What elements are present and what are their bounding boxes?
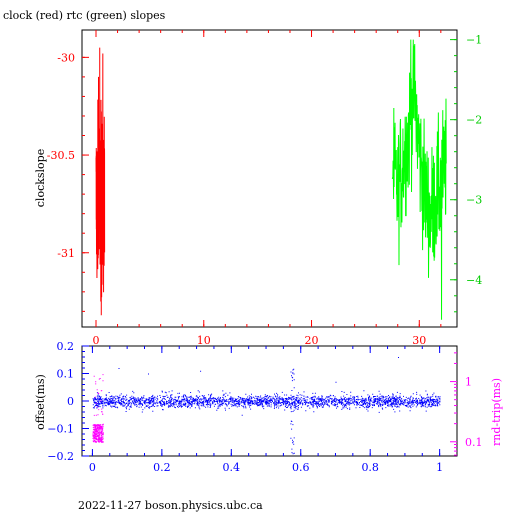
right-tick-label: 1: [465, 376, 472, 389]
footer-text: 2022-11-27 boson.physics.ubc.ca: [78, 499, 263, 512]
x-tick-label: 10: [197, 334, 211, 347]
rtc-slope-series: [391, 39, 447, 320]
x-tick-label: 0: [93, 334, 100, 347]
left-tick-label: -31: [57, 247, 75, 260]
left-tick-label: 0: [67, 395, 74, 408]
clock-slope-line: [95, 47, 106, 316]
clock-slope-series: [95, 47, 106, 316]
x-tick-label: 0: [89, 461, 96, 474]
top-y-label: clockslope: [34, 149, 47, 207]
right-tick-label: 0.1: [465, 436, 483, 449]
bottom-left-y-label: offset(ms): [34, 374, 47, 430]
top-x-axis: 0 10 20 30: [93, 30, 442, 347]
x-tick-label: 0.8: [361, 461, 379, 474]
x-tick-label: 0.4: [223, 461, 241, 474]
right-tick-label: −1: [466, 34, 482, 47]
round-trip-series: [92, 374, 104, 443]
x-tick-label: 1: [436, 461, 443, 474]
top-left-axis: -30 -30.5 -31: [47, 51, 89, 312]
offset-series: [92, 357, 441, 455]
left-tick-label: 0.1: [57, 368, 75, 381]
rtc-slope-line: [391, 39, 447, 320]
left-tick-label: 0.2: [57, 340, 75, 353]
x-tick-label: 30: [412, 334, 426, 347]
right-tick-label: −3: [466, 194, 482, 207]
chart-title: clock (red) rtc (green) slopes: [3, 9, 166, 22]
left-tick-label: −0.2: [47, 450, 74, 463]
right-tick-label: −4: [466, 274, 482, 287]
offset-points: [92, 357, 441, 455]
top-right-axis: −1 −2 −3 −4: [450, 34, 482, 313]
x-tick-label: 20: [305, 334, 319, 347]
x-tick-label: 0.6: [292, 461, 310, 474]
x-tick-label: 0.2: [153, 461, 171, 474]
left-tick-label: −0.1: [47, 423, 74, 436]
right-tick-label: −2: [466, 114, 482, 127]
left-tick-label: -30.5: [47, 149, 75, 162]
bottom-right-axis: 10.1: [450, 352, 483, 456]
bottom-x-axis: 0 0.2 0.4 0.6 0.8 1: [89, 346, 443, 474]
bottom-right-y-label: rnd-trip(ms): [490, 378, 503, 446]
bottom-left-axis: 0.2 0.1 0 −0.1 −0.2: [47, 340, 89, 463]
top-plot-frame: [81, 29, 458, 328]
bottom-chart: 0.20.10−0.1−0.2 10.1 0 0.2 0.4 0.6 0.8 1 offs…: [34, 340, 503, 474]
top-chart: -30 -30.5 -31 −1 −2 −3 −4 0 10 20 30 clockslope: [34, 29, 482, 347]
round-trip-points: [92, 374, 104, 443]
left-tick-label: -30: [57, 51, 75, 64]
